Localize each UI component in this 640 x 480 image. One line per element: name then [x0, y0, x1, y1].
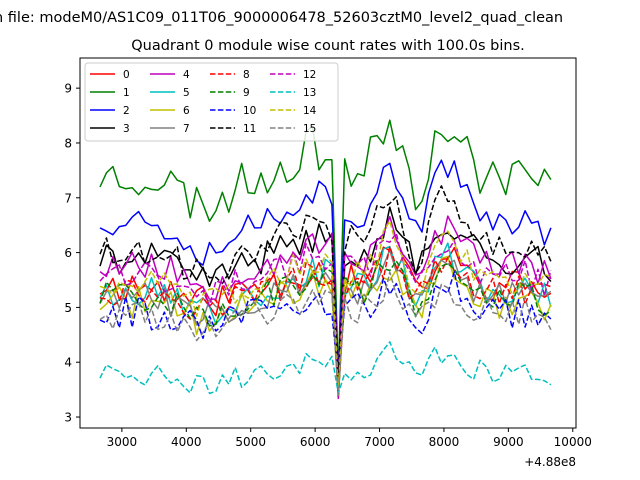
legend-label-4: 4 [183, 69, 190, 81]
legend-label-7: 7 [183, 123, 190, 135]
plot-area-frame [79, 57, 577, 429]
legend-label-14: 14 [303, 105, 317, 117]
y-tick-label: 6 [64, 246, 72, 260]
legend-label-2: 2 [123, 105, 130, 117]
series-line-2 [99, 159, 552, 378]
y-tick-label: 7 [64, 191, 72, 205]
x-tick-label: 5000 [235, 435, 266, 449]
series-line-4 [99, 215, 552, 376]
x-axis-offset-label: +4.88e8 [524, 455, 576, 469]
series-line-5 [99, 242, 552, 379]
y-tick-label: 8 [64, 136, 72, 150]
legend-label-10: 10 [243, 105, 256, 117]
series-line-3 [99, 206, 552, 398]
chart-title: Quadrant 0 module wise count rates with … [131, 38, 525, 54]
series-lines [99, 119, 552, 400]
y-tick-label: 3 [64, 411, 72, 425]
legend-label-13: 13 [303, 87, 316, 99]
legend-label-3: 3 [123, 123, 130, 135]
x-tick-label: 7000 [364, 435, 395, 449]
legend-label-5: 5 [183, 87, 190, 99]
x-tick-label: 6000 [300, 435, 331, 449]
legend-label-6: 6 [183, 105, 190, 117]
x-tick-label: 3000 [107, 435, 138, 449]
series-line-14 [99, 220, 552, 391]
series-line-13 [99, 341, 552, 395]
x-tick-label: 8000 [429, 435, 460, 449]
legend-label-8: 8 [243, 69, 250, 81]
legend-box [84, 62, 339, 142]
legend-label-9: 9 [243, 87, 250, 99]
y-tick-label: 9 [64, 82, 72, 96]
y-tick-label: 5 [64, 301, 72, 315]
y-tick-label: 4 [64, 356, 72, 370]
legend-label-0: 0 [123, 69, 130, 81]
series-line-6 [99, 255, 552, 399]
legend-label-12: 12 [303, 69, 316, 81]
series-line-1 [99, 119, 552, 376]
x-tick-label: 9000 [493, 435, 524, 449]
axis-ticks: 3000 4000 5000 6000 7000 8000 9000 10000 3 4 5 6 7 8 9 [64, 82, 592, 449]
series-line-11 [99, 185, 552, 380]
series-line-10 [99, 271, 552, 377]
legend-label-1: 1 [123, 87, 130, 99]
figure-suptitle: n file: modeM0/AS1C09_011T06_9000006478_… [0, 10, 563, 26]
legend-label-11: 11 [243, 123, 256, 135]
series-line-7 [99, 248, 552, 377]
series-line-15 [99, 271, 552, 397]
series-line-12 [99, 232, 552, 400]
legend-label-15: 15 [303, 123, 316, 135]
x-tick-label: 4000 [171, 435, 202, 449]
x-tick-label: 10000 [554, 435, 592, 449]
